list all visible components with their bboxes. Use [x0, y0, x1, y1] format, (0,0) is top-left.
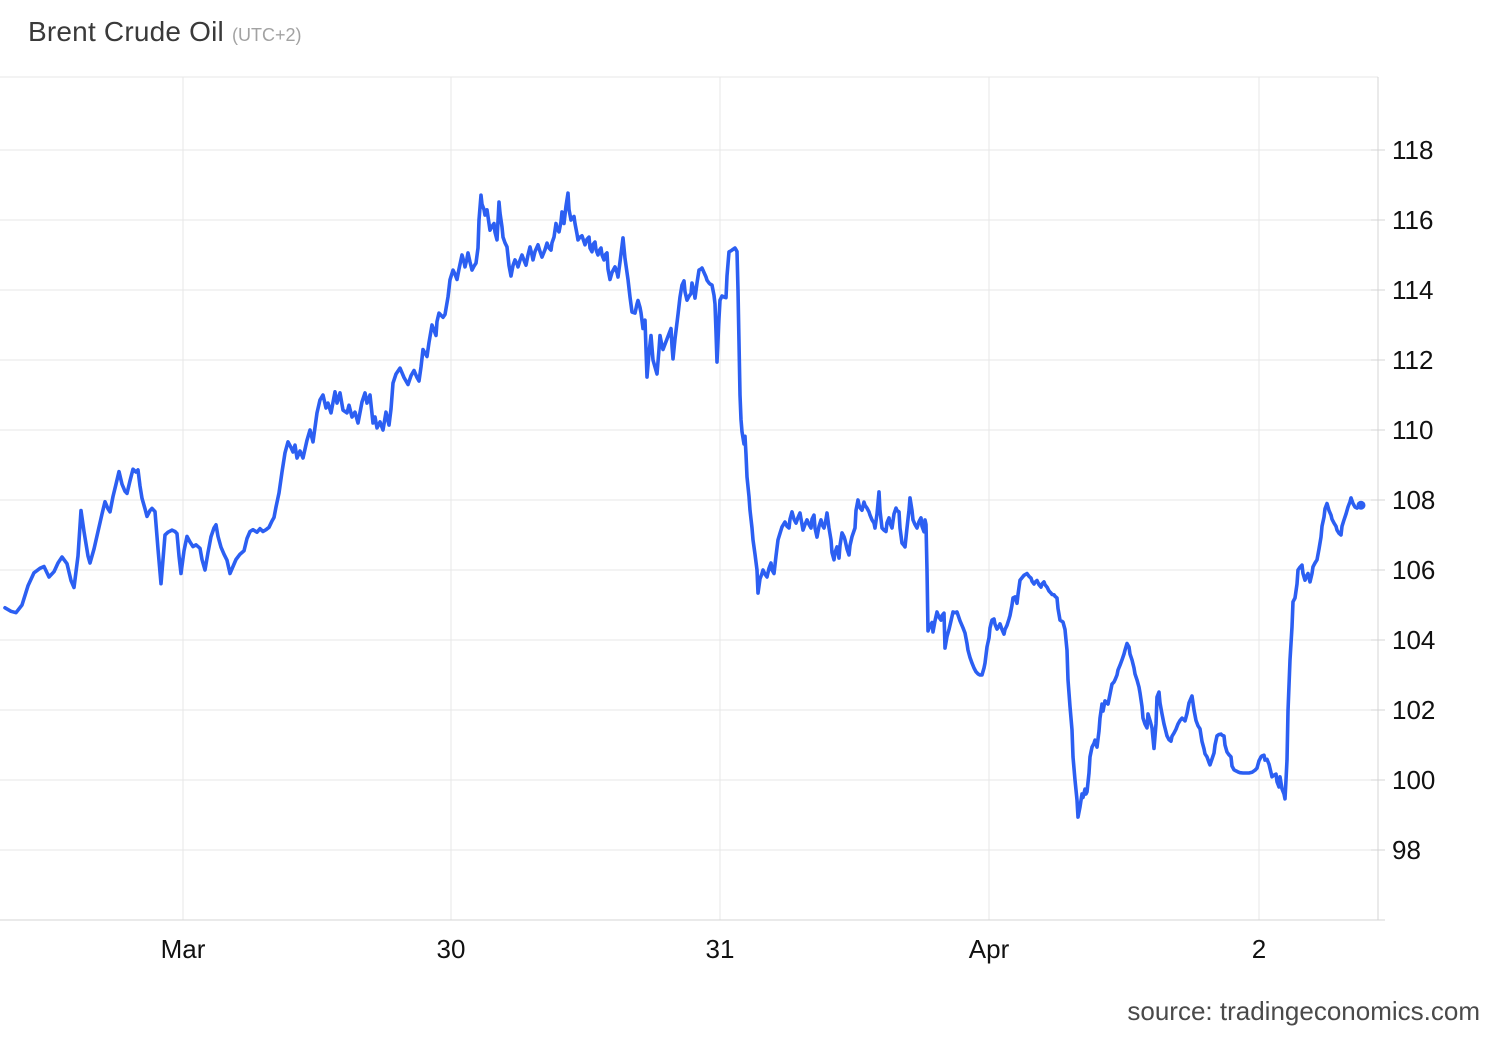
chart-header: Brent Crude Oil (UTC+2) [28, 16, 301, 48]
y-tick-label: 104 [1392, 625, 1435, 655]
price-line [3, 191, 1363, 819]
x-gridlines [182, 77, 1260, 920]
y-tick-label: 110 [1392, 415, 1433, 445]
y-tick-label: 106 [1392, 555, 1435, 585]
y-tick-label: 116 [1392, 205, 1433, 235]
y-tick-label: 98 [1392, 835, 1421, 865]
y-tick-label: 118 [1392, 135, 1433, 165]
source-attribution: source: tradingeconomics.com [1127, 996, 1480, 1026]
axis-lines [0, 76, 1385, 921]
y-gridlines [0, 149, 1385, 851]
last-price-dot [1356, 500, 1366, 510]
timezone-note: (UTC+2) [231, 25, 302, 45]
x-tick-label: Apr [969, 934, 1010, 964]
x-axis-labels: Mar 30 31 Apr 2 [161, 934, 1267, 964]
y-tick-label: 100 [1392, 765, 1435, 795]
chart-title: Brent Crude Oil [28, 16, 224, 47]
x-tick-label: 2 [1252, 934, 1266, 964]
x-tick-label: 30 [437, 934, 466, 964]
y-tick-label: 112 [1392, 345, 1433, 375]
x-tick-label: Mar [161, 934, 206, 964]
y-tick-label: 114 [1392, 275, 1433, 305]
y-tick-label: 102 [1392, 695, 1435, 725]
y-axis-labels: 118 116 114 112 110 108 106 104 102 100 98 [1392, 135, 1435, 865]
y-tick-label: 108 [1392, 485, 1435, 515]
x-tick-label: 31 [706, 934, 735, 964]
